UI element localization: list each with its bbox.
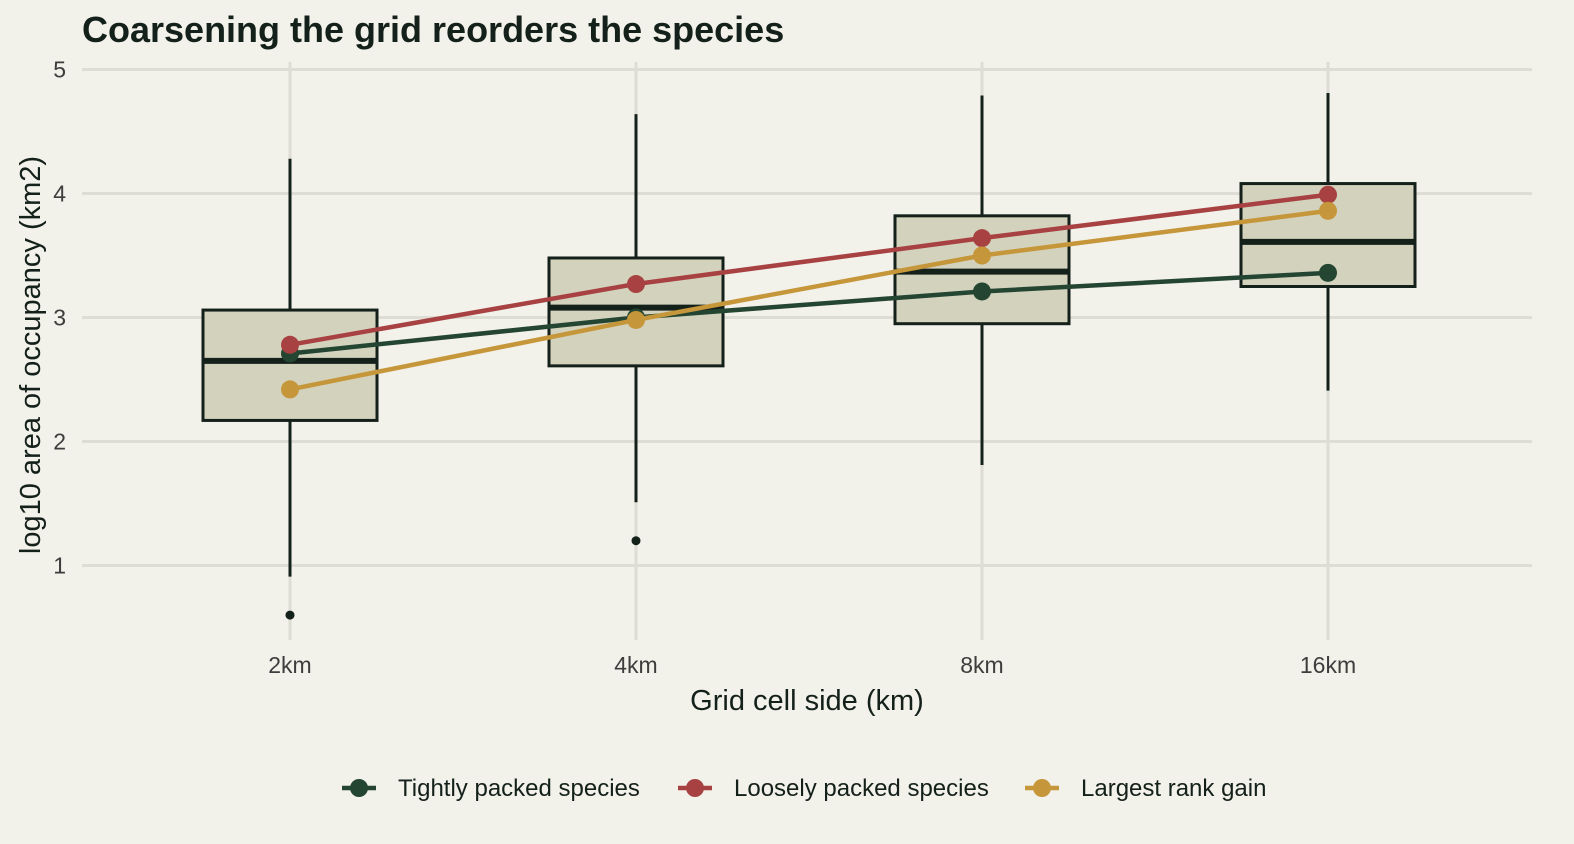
series	[281, 185, 1337, 354]
x-axis-title: Grid cell side (km)	[690, 685, 924, 717]
outlier-point	[285, 610, 295, 620]
y-tick-label: 1	[53, 553, 66, 579]
legend-label: Largest rank gain	[1081, 775, 1266, 802]
box	[201, 308, 379, 422]
legend: Tightly packed species Loosely packed spe…	[342, 775, 1266, 802]
y-tick-label: 3	[53, 305, 66, 331]
boxplot	[547, 114, 725, 546]
legend-item: Tightly packed species	[342, 775, 640, 802]
series-line	[289, 208, 1329, 392]
boxplot	[893, 95, 1071, 466]
y-tick-label: 2	[53, 429, 66, 455]
series-lines	[281, 185, 1337, 399]
series	[281, 201, 1337, 399]
series-point	[1319, 201, 1337, 220]
series-point	[627, 310, 645, 329]
legend-item: Largest rank gain	[1025, 775, 1266, 802]
series-point	[281, 335, 299, 354]
x-tick-label: 16km	[1300, 652, 1356, 678]
legend-label: Loosely packed species	[734, 775, 989, 802]
series-point	[973, 246, 991, 265]
series-line	[289, 270, 1329, 356]
series-point	[1319, 263, 1337, 282]
legend-label: Tightly packed species	[398, 775, 640, 802]
series	[281, 263, 1337, 363]
x-tick-label: 4km	[614, 652, 657, 678]
series-line	[289, 192, 1329, 347]
x-tick-label: 2km	[268, 652, 311, 678]
y-axis-title: log10 area of occupancy (km2)	[15, 156, 47, 554]
series-point	[281, 380, 299, 399]
boxplot	[1239, 93, 1417, 391]
legend-marker	[1033, 779, 1051, 797]
x-tick-label: 8km	[960, 652, 1003, 678]
legend-marker	[350, 779, 368, 797]
tick-labels: 1 2 3 4 5 2km 4km 8km 16km	[53, 57, 1356, 679]
y-tick-label: 4	[53, 181, 66, 207]
legend-marker	[686, 779, 704, 797]
boxplots	[201, 93, 1417, 620]
series-point	[627, 275, 645, 294]
chart-title: Coarsening the grid reorders the species	[82, 9, 784, 50]
y-tick-label: 5	[53, 57, 66, 83]
legend-item: Loosely packed species	[678, 775, 989, 802]
series-point	[1319, 185, 1337, 204]
series-point	[973, 282, 991, 301]
series-point	[973, 229, 991, 248]
outlier-point	[631, 536, 641, 546]
boxplot	[201, 158, 379, 620]
